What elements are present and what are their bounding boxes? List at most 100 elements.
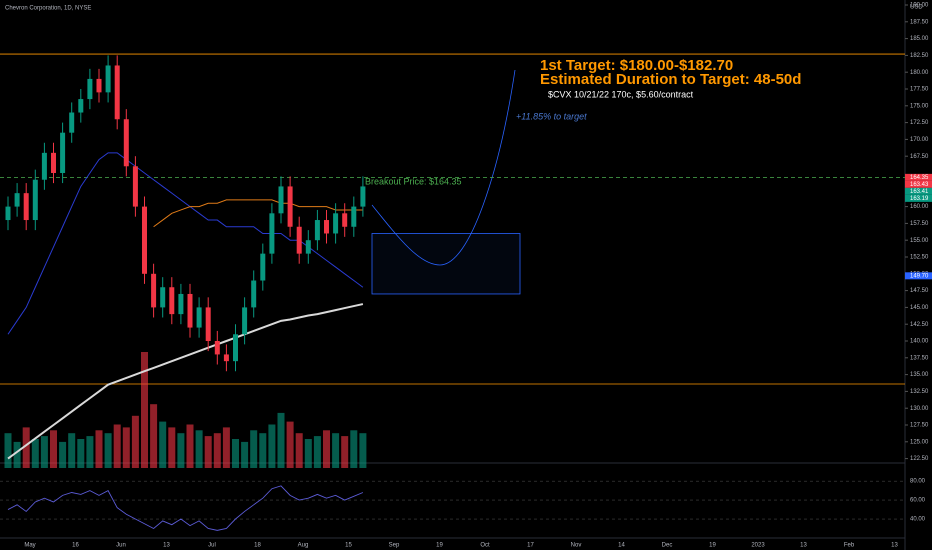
volume-bar xyxy=(168,427,176,468)
candle-body xyxy=(105,65,111,93)
volume-bar xyxy=(222,427,230,468)
y-tick-label: 122.50 xyxy=(910,456,929,462)
price-label-box xyxy=(905,180,932,188)
y-tick-label: 130.00 xyxy=(910,406,929,412)
rsi-tick-label: 60.00 xyxy=(910,498,926,504)
x-tick-label: Oct xyxy=(480,543,490,549)
candle-body xyxy=(169,287,175,315)
x-tick-label: Sep xyxy=(389,543,400,549)
candle-body xyxy=(351,206,357,227)
price-label-box xyxy=(905,194,932,202)
x-tick-label: 16 xyxy=(72,543,79,549)
y-tick-label: 147.50 xyxy=(910,288,929,294)
candle-body xyxy=(114,65,120,120)
y-tick-label: 160.00 xyxy=(910,204,929,210)
volume-bar xyxy=(104,433,112,468)
duration-note: Estimated Duration to Target: 48-50d xyxy=(540,71,801,88)
y-tick-label: 167.50 xyxy=(910,154,929,160)
x-tick-label: 19 xyxy=(436,543,443,549)
volume-bar xyxy=(213,433,221,468)
candle-body xyxy=(205,307,211,341)
candle-body xyxy=(178,293,184,315)
gain-note: +11.85% to target xyxy=(516,111,587,121)
volume-bar xyxy=(313,436,321,468)
volume-bar xyxy=(323,430,330,468)
y-tick-label: 145.00 xyxy=(910,305,929,311)
volume-bar xyxy=(186,424,194,468)
candle-body xyxy=(41,152,47,180)
volume-bar xyxy=(31,439,39,468)
y-tick-label: 170.00 xyxy=(910,137,929,143)
x-tick-label: Aug xyxy=(298,543,309,549)
volume-bar xyxy=(86,436,94,468)
volume-bar xyxy=(59,441,67,468)
y-tick-label: 125.00 xyxy=(910,439,929,445)
volume-bar xyxy=(77,439,85,468)
candle-body xyxy=(233,334,238,362)
candle-body xyxy=(69,112,75,133)
price-label: 163.19 xyxy=(910,196,929,202)
y-tick-label: 137.50 xyxy=(910,355,929,361)
volume-bar xyxy=(4,433,12,468)
candle-body xyxy=(160,287,166,308)
candle-body xyxy=(333,213,339,234)
volume-bar xyxy=(295,433,303,468)
candle-body xyxy=(187,293,193,328)
candle-body xyxy=(60,132,66,173)
volume-bar xyxy=(141,352,148,468)
y-tick-label: 142.50 xyxy=(910,322,929,328)
volume-bar xyxy=(50,430,57,468)
breakout-note: Breakout Price: $164.35 xyxy=(365,176,462,186)
candle-body xyxy=(251,280,257,308)
candle-body xyxy=(324,220,329,234)
y-tick-label: 175.00 xyxy=(910,103,929,109)
x-tick-label: 17 xyxy=(527,543,534,549)
candle-body xyxy=(242,307,248,335)
x-tick-label: 14 xyxy=(618,543,625,549)
candle-body xyxy=(5,206,11,221)
y-tick-label: 190.00 xyxy=(910,3,929,9)
currency: USD xyxy=(910,5,923,11)
y-tick-label: 187.50 xyxy=(910,19,929,25)
volume-bar xyxy=(250,430,258,468)
volume-bar xyxy=(268,424,276,468)
y-tick-label: 132.50 xyxy=(910,389,929,395)
rsi-tick-label: 80.00 xyxy=(910,479,926,485)
candle-body xyxy=(314,220,320,241)
candle-body xyxy=(196,307,202,328)
x-tick-label: Jun xyxy=(116,543,126,549)
x-tick-label: 13 xyxy=(163,543,170,549)
candle-body xyxy=(51,152,56,173)
price-label: 163.41 xyxy=(910,189,929,195)
volume-bar xyxy=(177,433,185,468)
y-tick-label: 127.50 xyxy=(910,423,929,429)
projection-box xyxy=(371,233,521,295)
y-tick-label: 180.00 xyxy=(910,70,929,76)
candle-body xyxy=(360,186,366,207)
volume-bar xyxy=(68,433,76,468)
volume-bar xyxy=(286,421,294,468)
x-tick-label: Jul xyxy=(208,543,216,549)
x-tick-label: Feb xyxy=(844,543,855,549)
volume-bar xyxy=(204,436,212,468)
moving-average xyxy=(7,152,364,335)
price-label: 164.35 xyxy=(910,175,929,181)
moving-average xyxy=(153,199,363,228)
candle-body xyxy=(23,193,29,221)
volume-bar xyxy=(122,427,130,468)
price-label: 149.70 xyxy=(910,273,929,279)
candle-body xyxy=(96,78,102,93)
volume-bar xyxy=(332,433,340,468)
y-tick-label: 152.50 xyxy=(910,255,929,261)
volume-bar xyxy=(150,404,158,468)
volume-bar xyxy=(350,430,358,468)
candle-body xyxy=(305,240,311,254)
y-tick-label: 185.00 xyxy=(910,36,929,42)
volume-bar xyxy=(159,421,167,468)
candle-body xyxy=(142,206,147,274)
candle-body xyxy=(151,273,157,308)
projection-path xyxy=(371,69,516,266)
candle-body xyxy=(132,166,138,207)
candle-body xyxy=(78,99,84,113)
volume-bar xyxy=(359,433,367,468)
